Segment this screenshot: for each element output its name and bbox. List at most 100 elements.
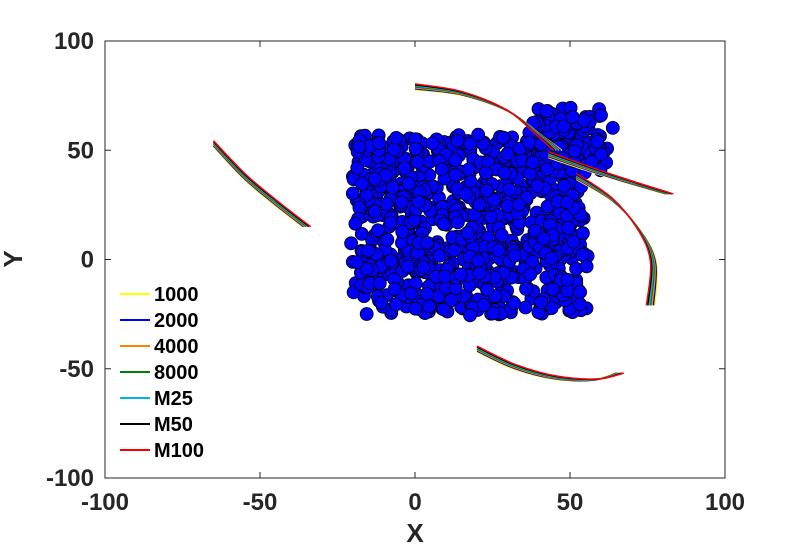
legend-label-M50: M50 [154, 414, 193, 436]
x-axis-label: X [406, 518, 424, 548]
particle [487, 193, 501, 208]
particle [496, 130, 510, 145]
particle [525, 155, 540, 170]
particle [523, 267, 538, 282]
particle [576, 226, 590, 241]
particle [502, 182, 517, 197]
particle [519, 281, 533, 296]
x-tick-label: -50 [243, 489, 278, 516]
particle [453, 267, 468, 282]
particle [557, 178, 571, 193]
particle [476, 298, 491, 312]
particle [448, 167, 462, 182]
particle [354, 176, 369, 191]
particle [484, 210, 498, 225]
y-tick-label: 0 [81, 247, 94, 274]
particle [450, 215, 465, 230]
particle [420, 236, 434, 251]
trajectory-upper-left-M100 [212, 140, 312, 228]
particle [594, 108, 608, 123]
particle [479, 183, 494, 198]
particle [394, 195, 409, 210]
particle [395, 224, 410, 239]
particle [387, 142, 401, 157]
particle [374, 295, 389, 310]
particle [471, 253, 486, 268]
particle [605, 121, 620, 135]
particle [359, 261, 374, 276]
particle [389, 130, 404, 145]
particle [472, 266, 487, 281]
particle [371, 223, 385, 238]
particle [507, 248, 522, 263]
particle [528, 223, 542, 238]
particle [450, 133, 465, 148]
particle [408, 141, 423, 156]
particle [408, 301, 423, 316]
trajectory-right-lower-M100 [575, 172, 652, 306]
y-tick-label: -100 [46, 465, 94, 492]
trajectory-lines [212, 83, 674, 382]
particle [432, 248, 447, 263]
particle [448, 153, 463, 168]
legend-label-M25: M25 [154, 388, 193, 410]
particle [566, 234, 581, 249]
x-tick-labels: -100 -50 0 50 100 [81, 489, 745, 516]
particle [416, 260, 431, 275]
particle [486, 306, 501, 321]
particle [344, 236, 359, 251]
particle [544, 251, 559, 266]
y-tick-label: 50 [67, 137, 94, 164]
particle [471, 127, 486, 142]
particle [436, 302, 451, 317]
particle [422, 299, 437, 314]
particle [434, 162, 449, 177]
x-tick-label: -100 [81, 489, 129, 516]
particle [530, 178, 545, 193]
y-axis-label: Y [0, 250, 28, 267]
particle [401, 176, 416, 191]
particle [349, 255, 364, 270]
trajectory-right-upper-M100 [548, 150, 674, 195]
particle [388, 297, 403, 312]
trajectory-upper-center-M100 [414, 83, 554, 151]
particle [536, 231, 551, 246]
particle [383, 215, 398, 230]
particle [478, 165, 493, 180]
particle [561, 221, 576, 235]
particle [565, 110, 580, 124]
particle [420, 286, 435, 301]
x-tick-label: 100 [705, 489, 745, 516]
particle [573, 285, 587, 300]
particle [425, 136, 440, 151]
particle [523, 166, 537, 181]
particle [567, 144, 582, 159]
legend-label-8000: 8000 [154, 362, 199, 384]
trajectory-upper-left-M50 [212, 141, 310, 228]
particle [463, 308, 477, 323]
particle [410, 155, 425, 169]
trajectory-bottom-M100 [476, 345, 624, 380]
particle [461, 162, 476, 177]
trajectory-upper-left-2000 [212, 145, 305, 228]
particle [447, 243, 462, 258]
particle [500, 147, 515, 161]
particle [507, 296, 521, 311]
particle [491, 243, 506, 258]
particle [459, 187, 473, 202]
particle [404, 286, 419, 301]
particle [480, 282, 494, 297]
particle-cluster [344, 100, 620, 323]
particle [594, 147, 608, 162]
particle [411, 194, 426, 209]
particle [539, 104, 554, 118]
particle [444, 293, 459, 307]
particle [400, 259, 415, 274]
legend-label-2000: 2000 [154, 310, 199, 332]
particle [546, 282, 560, 297]
particle [511, 197, 526, 212]
particle [497, 166, 512, 181]
particle [372, 136, 387, 150]
particle [590, 134, 605, 149]
